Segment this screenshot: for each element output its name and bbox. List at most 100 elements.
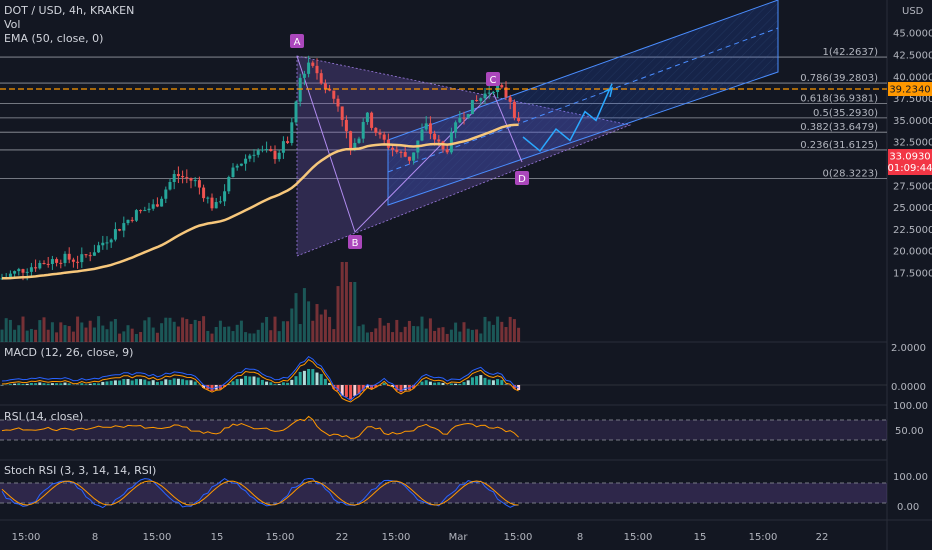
candle-body (113, 229, 117, 240)
macd-histogram-bar (323, 378, 327, 385)
candle-body (374, 127, 378, 133)
candle-body (491, 91, 495, 93)
candle-body (269, 149, 273, 152)
candle-body (344, 119, 348, 132)
volume-bar (462, 322, 466, 342)
point-b: B (348, 235, 362, 249)
candle-body (172, 174, 176, 183)
volume-bar (197, 321, 201, 342)
macd-tick-top: 2.0000 (891, 343, 926, 354)
stoch-legend[interactable]: Stoch RSI (3, 3, 14, 14, RSI) (4, 464, 157, 477)
volume-bar (189, 324, 193, 342)
volume-bar (458, 331, 462, 342)
macd-histogram-bar (193, 381, 197, 385)
macd-histogram-bar (168, 379, 172, 385)
macd-histogram-bar (248, 376, 252, 385)
candle-body (361, 122, 365, 139)
volume-bar (365, 332, 369, 342)
candle-body (487, 92, 491, 94)
macd-histogram-bar (210, 385, 214, 391)
volume-bar (433, 330, 437, 342)
volume-bar (382, 325, 386, 342)
price-tick: 40.0000 (893, 72, 932, 83)
macd-histogram-bar (277, 383, 281, 385)
rsi-legend[interactable]: RSI (14, close) (4, 410, 84, 423)
volume-bar (92, 327, 96, 342)
volume-bar (441, 327, 445, 342)
volume-bar (67, 326, 71, 342)
price-tick: 32.5000 (893, 138, 932, 149)
ema-legend[interactable]: EMA (50, close, 0) (4, 32, 104, 45)
volume-bar (42, 317, 46, 342)
volume-bar (437, 327, 441, 342)
volume-bar (281, 321, 285, 342)
candle-body (189, 178, 193, 181)
candle-body (71, 259, 75, 262)
volume-bar (466, 328, 470, 342)
candle-body (38, 262, 42, 269)
volume-bar (88, 320, 92, 342)
macd-histogram-bar (319, 374, 323, 385)
macd-histogram-bar (344, 385, 348, 397)
macd-histogram-bar (122, 378, 126, 385)
candle-body (357, 138, 361, 143)
volume-bar (71, 331, 75, 342)
candle-body (512, 101, 516, 118)
projection-arrow (603, 86, 614, 98)
macd-histogram-bar (17, 383, 21, 385)
volume-bar (269, 330, 273, 342)
macd-histogram-bar (475, 376, 479, 385)
candle-body (76, 261, 80, 263)
volume-bar (231, 331, 235, 342)
time-tick: 15:00 (504, 532, 533, 543)
candle-body (50, 259, 54, 264)
price-tick: 27.5000 (893, 181, 932, 192)
projection-path (522, 83, 613, 152)
macd-histogram-bar (403, 385, 407, 391)
vol-legend[interactable]: Vol (4, 18, 21, 31)
candle-body (277, 152, 281, 160)
volume-bar (105, 329, 109, 342)
volume-bar (353, 282, 357, 342)
volume-bar (21, 316, 25, 342)
macd-histogram-bar (349, 385, 353, 400)
candle-body (34, 267, 38, 269)
candle-body (483, 93, 487, 99)
macd-histogram-bar (164, 379, 168, 385)
time-tick: 15:00 (143, 532, 172, 543)
volume-bar (239, 320, 243, 342)
candle-body (13, 271, 17, 274)
candle-body (109, 239, 113, 243)
candle-body (206, 197, 210, 199)
macd-legend[interactable]: MACD (12, 26, close, 9) (4, 346, 134, 359)
stoch-tick-bottom: 0.00 (897, 502, 919, 513)
volume-bar (260, 322, 264, 342)
volume-bar (428, 318, 432, 342)
macd-histogram-bar (265, 381, 269, 385)
macd-histogram-bar (365, 385, 369, 388)
symbol-title[interactable]: DOT / USD, 4h, KRAKEN (4, 4, 135, 17)
time-tick: 15 (211, 532, 224, 543)
time-axis[interactable]: 15:00 8 15:00 15 15:00 22 15:00 Mar 15:00 8 15:00 1… (12, 532, 829, 543)
macd-histogram-bar (466, 380, 470, 385)
volume-bar (248, 333, 252, 342)
candle-body (25, 271, 29, 273)
macd-histogram-bar (336, 385, 340, 391)
volume-bar (109, 321, 113, 342)
candle-body (67, 253, 71, 260)
macd-histogram-bar (252, 376, 256, 385)
volume-bars (0, 262, 521, 342)
macd-histogram-bar (126, 379, 130, 385)
macd-histogram-bar (340, 385, 344, 396)
volume-bar (403, 326, 407, 342)
volume-bar (202, 316, 206, 342)
volume-bar (517, 327, 521, 342)
volume-bar (168, 317, 172, 342)
volume-bar (227, 326, 231, 342)
macd-histogram-bar (202, 385, 206, 388)
candle-body (181, 176, 185, 178)
candle-body (508, 97, 512, 102)
candle-body (126, 219, 130, 224)
stoch-tick-top: 100.00 (893, 472, 928, 483)
macd-histogram-bar (302, 370, 306, 385)
